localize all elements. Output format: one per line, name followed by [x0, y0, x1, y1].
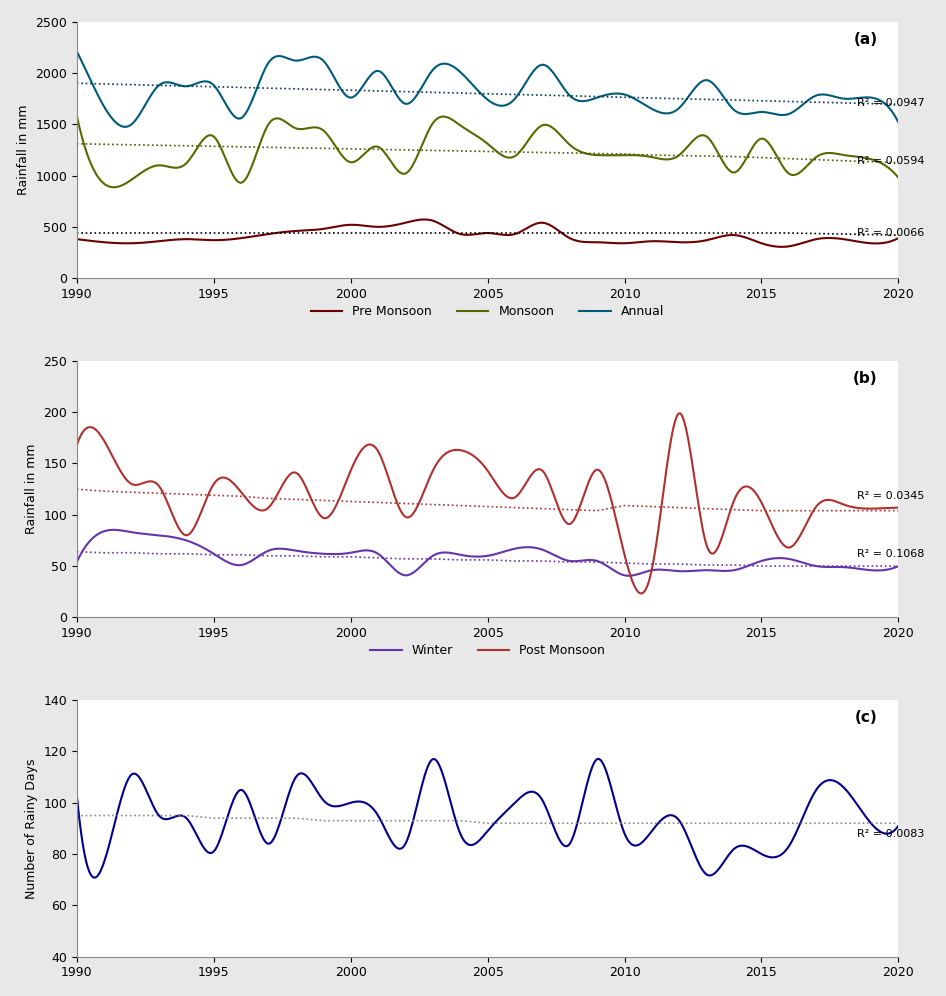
Text: R² = 0.0083: R² = 0.0083 [857, 829, 924, 839]
Annual [218, 95, 229, 107]
Text: R² = 0.0594: R² = 0.0594 [857, 155, 925, 165]
Annual [119, 121, 131, 132]
Post Monsoon [620, 553, 631, 565]
Winter [893, 560, 904, 572]
Line: Post Monsoon: Post Monsoon [77, 413, 899, 594]
Pre Monsoon [282, 226, 293, 238]
Winter [622, 570, 633, 582]
Post Monsoon [635, 588, 646, 600]
Post Monsoon [443, 446, 454, 458]
Winter [284, 544, 295, 556]
Annual [893, 117, 904, 128]
Winter [692, 565, 704, 577]
Pre Monsoon [692, 236, 703, 248]
Legend: Pre Monsoon, Monsoon, Annual: Pre Monsoon, Monsoon, Annual [307, 300, 669, 323]
Monsoon [692, 131, 703, 143]
Monsoon [445, 113, 456, 124]
Pre Monsoon [418, 213, 429, 225]
Annual [445, 59, 456, 71]
Legend: Winter, Post Monsoon: Winter, Post Monsoon [365, 639, 610, 662]
Pre Monsoon [217, 234, 228, 246]
Pre Monsoon [893, 232, 904, 244]
Annual [556, 80, 568, 92]
Text: R² = 0.0345: R² = 0.0345 [857, 491, 924, 501]
Annual [692, 80, 703, 92]
Monsoon [893, 171, 904, 183]
Text: (b): (b) [853, 372, 878, 386]
Winter [445, 547, 456, 559]
Text: R² = 0.1068: R² = 0.1068 [857, 549, 924, 559]
Line: Annual: Annual [77, 52, 899, 126]
Y-axis label: Number of Rainy Days: Number of Rainy Days [25, 758, 38, 898]
Post Monsoon [71, 439, 82, 451]
Post Monsoon [692, 496, 704, 508]
Post Monsoon [893, 502, 904, 514]
Y-axis label: Rainfall in mm: Rainfall in mm [17, 105, 29, 195]
Winter [71, 556, 82, 568]
Winter [556, 553, 568, 565]
Pre Monsoon [776, 241, 787, 253]
Line: Winter: Winter [77, 530, 899, 576]
Annual [284, 53, 295, 65]
Y-axis label: Rainfall in mm: Rainfall in mm [25, 444, 38, 535]
Line: Monsoon: Monsoon [77, 117, 899, 187]
Line: Pre Monsoon: Pre Monsoon [77, 219, 899, 247]
Pre Monsoon [71, 233, 82, 245]
Post Monsoon [674, 407, 685, 419]
Text: (c): (c) [855, 710, 878, 725]
Monsoon [556, 131, 568, 143]
Winter [108, 524, 119, 536]
Text: R² = 0.0066: R² = 0.0066 [857, 228, 924, 238]
Text: (a): (a) [853, 32, 878, 47]
Annual [622, 90, 633, 102]
Post Monsoon [555, 508, 567, 520]
Post Monsoon [282, 470, 293, 482]
Monsoon [284, 119, 295, 130]
Monsoon [218, 147, 229, 159]
Monsoon [622, 149, 633, 161]
Winter [218, 554, 229, 566]
Post Monsoon [217, 471, 228, 483]
Text: R² = 0.0947: R² = 0.0947 [857, 98, 925, 108]
Pre Monsoon [622, 237, 633, 249]
Pre Monsoon [556, 227, 568, 239]
Winter [622, 570, 634, 582]
Annual [71, 46, 82, 58]
Monsoon [71, 111, 82, 123]
Monsoon [108, 181, 119, 193]
Pre Monsoon [445, 223, 456, 235]
